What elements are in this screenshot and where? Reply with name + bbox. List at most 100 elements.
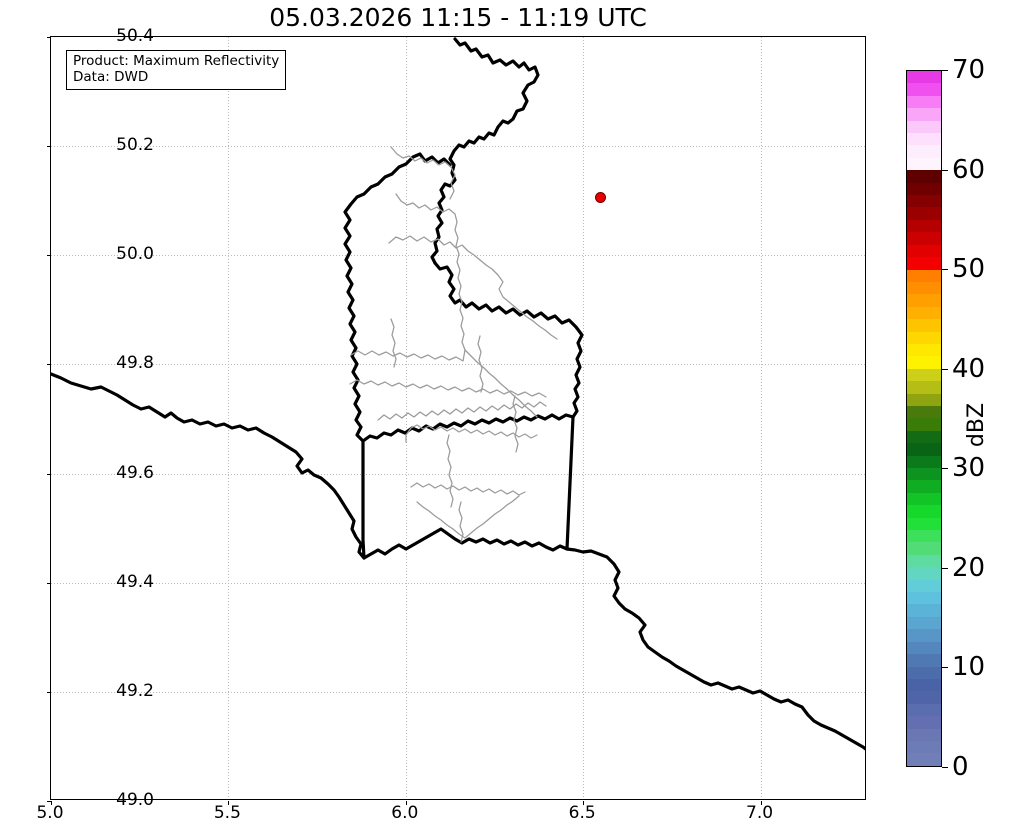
colorbar-band xyxy=(907,716,941,729)
y-axis-tick xyxy=(47,473,51,475)
colorbar-tick-label: 10 xyxy=(952,652,986,683)
colorbar-band xyxy=(907,145,941,158)
colorbar-band xyxy=(907,728,941,741)
colorbar-tick xyxy=(942,567,948,569)
colorbar-band xyxy=(907,678,941,692)
colorbar-band xyxy=(907,120,941,134)
y-axis-tick-label: 49.2 xyxy=(116,680,154,701)
colorbar-band xyxy=(907,95,941,109)
x-axis-tick xyxy=(583,801,585,805)
colorbar-band xyxy=(907,517,941,531)
colorbar-band xyxy=(907,331,941,344)
colorbar-band xyxy=(907,393,941,406)
colorbar-axis-label: dBZ xyxy=(964,402,989,448)
y-axis-tick xyxy=(47,364,51,366)
colorbar-band xyxy=(907,641,941,655)
colorbar-tick-label: 50 xyxy=(952,254,986,285)
y-axis-tick-label: 50.4 xyxy=(116,26,154,46)
map-geometry-svg xyxy=(51,37,865,751)
colorbar-band xyxy=(907,505,941,518)
colorbar-band xyxy=(907,480,941,493)
x-axis-tick-label: 6.0 xyxy=(391,803,419,823)
gridline-horizontal xyxy=(51,364,865,366)
data-source-line: Data: DWD xyxy=(73,68,149,85)
gridline-horizontal xyxy=(51,691,865,693)
x-axis-tick-label: 5.0 xyxy=(36,803,64,823)
gridline-horizontal xyxy=(51,582,865,584)
colorbar-band xyxy=(907,381,941,394)
colorbar-tick-label: 70 xyxy=(952,55,986,85)
colorbar-band xyxy=(907,343,941,357)
national-border-lines xyxy=(51,37,865,751)
colorbar-tick xyxy=(942,368,948,370)
x-axis-tick-label: 6.5 xyxy=(568,803,596,823)
colorbar-band xyxy=(907,281,941,295)
colorbar-tick xyxy=(942,70,948,71)
colorbar-tick-label: 20 xyxy=(952,552,986,583)
radar-site-marker[interactable] xyxy=(594,191,606,203)
gridline-vertical xyxy=(405,37,407,799)
y-axis-tick xyxy=(47,801,51,802)
colorbar[interactable]: 0 10 20 30 40 50 60 70 xyxy=(906,55,985,782)
colorbar-band xyxy=(907,133,941,146)
colorbar-tick xyxy=(942,169,948,171)
colorbar-band xyxy=(907,207,941,220)
x-axis-tick-label: 7.0 xyxy=(746,803,774,823)
colorbar-tick-label: 30 xyxy=(952,453,986,484)
colorbar-tick xyxy=(942,269,948,271)
colorbar-band xyxy=(907,405,941,419)
y-axis-tick-label: 49.4 xyxy=(116,571,154,592)
y-axis-tick-label: 49.8 xyxy=(116,353,154,374)
colorbar-band xyxy=(907,83,941,96)
gridline-horizontal xyxy=(51,473,865,475)
colorbar-band xyxy=(907,356,941,369)
colorbar-tick-label: 40 xyxy=(952,353,986,384)
colorbar-tick-label: 60 xyxy=(952,154,986,185)
product-line: Product: Maximum Reflectivity xyxy=(73,53,280,69)
y-axis-tick-label: 50.2 xyxy=(116,135,154,156)
colorbar-band xyxy=(907,232,941,245)
colorbar-band xyxy=(907,455,941,468)
colorbar-band xyxy=(907,443,941,456)
colorbar-band xyxy=(907,306,941,320)
colorbar-tick xyxy=(942,468,948,470)
colorbar-band xyxy=(907,604,941,617)
gridline-vertical xyxy=(228,37,230,799)
colorbar-band xyxy=(907,691,941,704)
colorbar-band xyxy=(907,219,941,233)
product-info-box: Product: Maximum Reflectivity Data: DWD xyxy=(66,50,287,90)
colorbar-band xyxy=(907,592,941,605)
y-axis-tick-label: 49.0 xyxy=(116,790,154,810)
colorbar-band xyxy=(907,542,941,555)
colorbar-tick-label: 0 xyxy=(952,752,969,782)
colorbar-band xyxy=(907,170,941,183)
internal-border-lines xyxy=(349,146,558,543)
colorbar-band xyxy=(907,703,941,717)
colorbar-band xyxy=(907,492,941,506)
map-layer xyxy=(51,37,865,799)
colorbar-band xyxy=(907,157,941,171)
colorbar-band xyxy=(907,753,941,766)
colorbar-band xyxy=(907,616,941,630)
colorbar-band xyxy=(907,294,941,307)
y-axis-tick-label: 49.6 xyxy=(116,462,154,483)
x-axis-tick xyxy=(51,801,52,805)
colorbar-band xyxy=(907,71,941,84)
colorbar-band xyxy=(907,567,941,580)
colorbar-tick xyxy=(942,667,948,669)
x-axis-tick xyxy=(760,801,762,805)
y-axis-tick xyxy=(47,255,51,257)
colorbar-band xyxy=(907,257,941,270)
colorbar-band xyxy=(907,269,941,282)
y-axis-tick xyxy=(47,37,51,38)
colorbar-band xyxy=(907,368,941,382)
x-axis-tick xyxy=(405,801,407,805)
colorbar-band xyxy=(907,195,941,208)
colorbar-band xyxy=(907,740,941,754)
x-axis-tick-label: 5.5 xyxy=(213,803,241,823)
colorbar-band xyxy=(907,182,941,196)
colorbar-band xyxy=(907,629,941,642)
gridline-vertical xyxy=(760,37,762,799)
colorbar-band xyxy=(907,319,941,332)
map-plot-area[interactable]: Product: Maximum Reflectivity Data: DWD xyxy=(47,36,866,805)
